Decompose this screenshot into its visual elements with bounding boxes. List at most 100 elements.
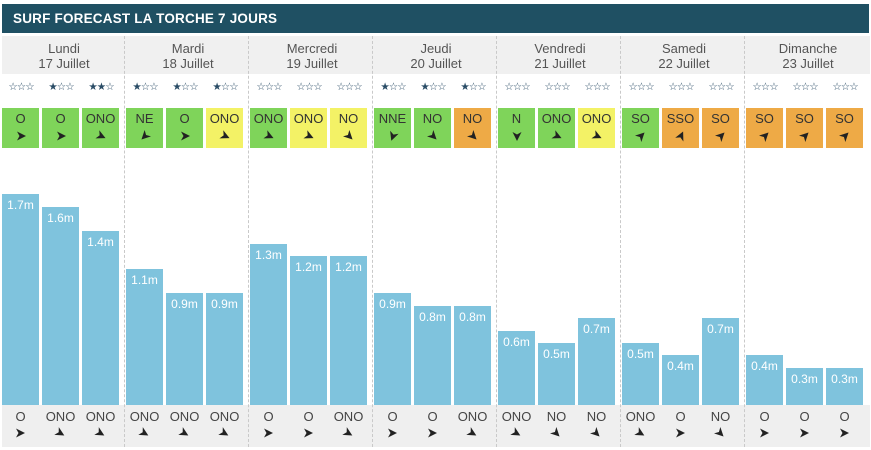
swell-arrow-icon	[634, 427, 646, 439]
wind-arrow-svg	[342, 130, 353, 140]
wind-arrow-svg	[798, 132, 809, 142]
wind-arrow-svg	[758, 132, 769, 142]
wave-height-bar: 1.2m	[330, 256, 367, 405]
swell-row-background	[498, 405, 622, 447]
swell-arrow-icon	[714, 427, 726, 439]
wind-direction-label: N	[511, 111, 522, 126]
wind-arrow-icon	[15, 130, 27, 142]
wind-arrow-icon	[262, 130, 275, 142]
swell-direction-label: NO	[586, 409, 607, 424]
rating-stars: ☆☆☆	[544, 81, 570, 93]
wave-height-label: 0.8m	[419, 310, 446, 324]
wave-height-label: 1.1m	[131, 273, 158, 287]
wind-indicator: SO	[826, 108, 863, 148]
swell-row-background	[746, 405, 870, 447]
swell-arrow-svg	[466, 427, 477, 436]
wave-height-label: 0.4m	[751, 359, 778, 373]
swell-direction-label: ONO	[209, 409, 240, 424]
rating-stars: ★★☆	[88, 81, 114, 93]
wind-direction-label: SO	[835, 111, 854, 126]
swell-arrow-svg	[634, 427, 645, 436]
wave-height-bar: 1.1m	[126, 269, 163, 405]
swell-arrow-icon	[178, 427, 190, 439]
swell-direction-label: ONO	[625, 409, 656, 424]
swell-direction-label: ONO	[169, 409, 200, 424]
wave-height-bar: 0.7m	[702, 318, 739, 405]
wind-arrow-svg	[302, 130, 314, 139]
wind-indicator: O	[42, 108, 79, 148]
wave-height-bar: 1.6m	[42, 207, 79, 405]
wind-indicator: ONO	[250, 108, 287, 148]
swell-arrow-icon	[674, 427, 686, 439]
wind-arrow-svg	[16, 131, 26, 141]
swell-arrow-icon	[590, 427, 602, 439]
surf-forecast-widget: SURF FORECAST LA TORCHE 7 JOURS Lundi 17 …	[2, 4, 870, 447]
day-header: Samedi 22 Juillet	[622, 36, 746, 74]
swell-arrow-icon	[758, 427, 770, 439]
wave-height-label: 0.5m	[543, 347, 570, 361]
wind-indicator: NNE	[374, 108, 411, 148]
rating-stars: ☆☆☆	[832, 81, 858, 93]
swell-arrow-svg	[510, 427, 521, 436]
wind-arrow-icon	[94, 130, 107, 142]
wind-arrow-svg	[550, 130, 562, 139]
wind-arrow-icon	[838, 130, 851, 142]
wave-height-label: 0.7m	[707, 322, 734, 336]
swell-direction-label: NO	[546, 409, 567, 424]
swell-arrow-svg	[342, 427, 353, 436]
day-column: Mercredi 19 Juillet ☆☆☆ ONO 1.3m O ☆☆☆ ONO 1.2m O…	[250, 36, 374, 447]
swell-arrow-icon	[138, 427, 150, 439]
wind-arrow-svg	[389, 130, 399, 141]
swell-direction-label: ONO	[45, 409, 76, 424]
swell-row-background	[2, 405, 126, 447]
rating-stars: ★☆☆	[380, 81, 406, 93]
swell-direction-label: O	[759, 409, 770, 424]
wind-direction-label: ONO	[85, 111, 116, 126]
swell-arrow-icon	[218, 427, 230, 439]
day-name: Samedi	[661, 41, 707, 56]
wave-height-label: 1.2m	[335, 260, 362, 274]
swell-arrow-icon	[466, 427, 478, 439]
wind-arrow-svg	[634, 132, 645, 142]
wind-arrow-icon	[302, 130, 315, 142]
day-column: Lundi 17 Juillet ☆☆☆ O 1.7m O ★☆☆ O 1.6m ONO ★★☆ ON…	[2, 36, 126, 447]
swell-row-background	[374, 405, 498, 447]
wave-height-bar: 0.5m	[622, 343, 659, 405]
wind-arrow-svg	[674, 131, 683, 142]
wind-arrow-svg	[94, 130, 106, 139]
rating-stars: ★☆☆	[212, 81, 238, 93]
day-date: 20 Juillet	[410, 56, 462, 71]
swell-direction-label: O	[427, 409, 438, 424]
day-name: Mardi	[171, 41, 205, 56]
swell-direction-label: O	[799, 409, 810, 424]
wave-height-label: 0.9m	[171, 297, 198, 311]
wind-arrow-svg	[218, 130, 230, 139]
wave-height-label: 0.3m	[831, 372, 858, 386]
wave-height-bar: 0.6m	[498, 331, 535, 405]
swell-arrow-svg	[178, 427, 189, 436]
rating-stars: ☆☆☆	[792, 81, 818, 93]
swell-arrow-svg	[760, 428, 769, 438]
wind-direction-label: ONO	[209, 111, 240, 126]
day-column: Mardi 18 Juillet ★☆☆ NE 1.1m ONO ★☆☆ O 0.9m ONO ★☆…	[126, 36, 250, 447]
wave-height-label: 1.4m	[87, 235, 114, 249]
wind-arrow-icon	[426, 130, 439, 142]
rating-stars: ☆☆☆	[708, 81, 734, 93]
swell-direction-label: ONO	[457, 409, 488, 424]
widget-title: SURF FORECAST LA TORCHE 7 JOURS	[13, 11, 278, 26]
swell-arrow-icon	[14, 427, 26, 439]
day-date: 18 Juillet	[162, 56, 214, 71]
wave-height-label: 1.3m	[255, 248, 282, 262]
day-separator	[372, 36, 373, 447]
day-separator	[496, 36, 497, 447]
wind-arrow-svg	[714, 132, 725, 142]
wind-indicator: O	[2, 108, 39, 148]
wave-height-bar: 0.5m	[538, 343, 575, 405]
rating-stars: ☆☆☆	[336, 81, 362, 93]
swell-direction-label: O	[303, 409, 314, 424]
swell-direction-label: O	[675, 409, 686, 424]
wave-height-label: 0.3m	[791, 372, 818, 386]
wind-direction-label: O	[179, 111, 190, 126]
swell-arrow-icon	[838, 427, 850, 439]
rating-stars: ☆☆☆	[256, 81, 282, 93]
